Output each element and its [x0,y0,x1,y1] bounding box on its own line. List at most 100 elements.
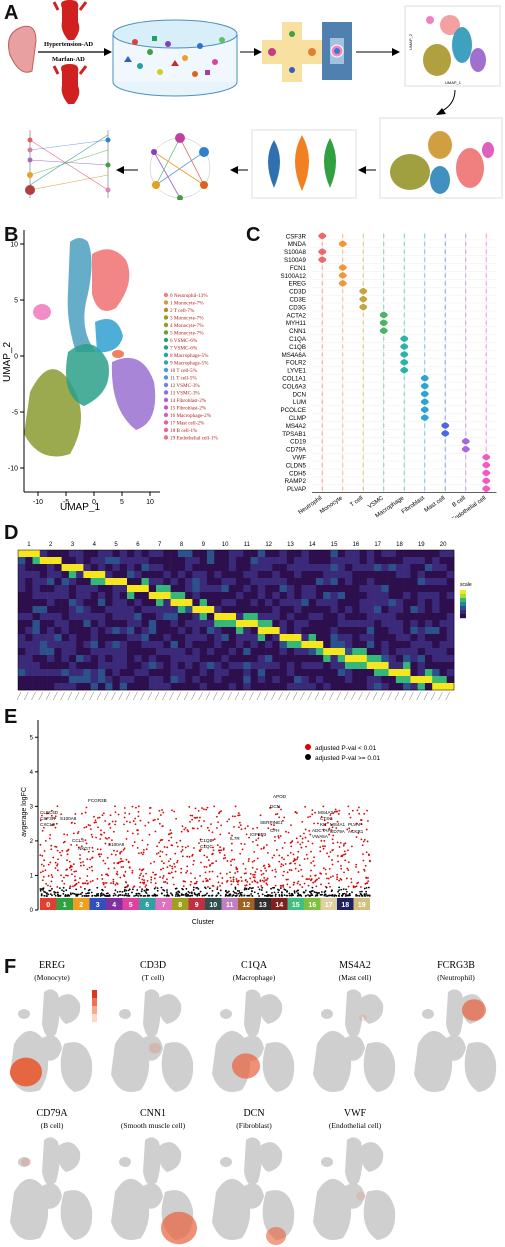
heatmap-cell [119,578,128,586]
heatmap-cell [199,669,208,677]
gene-point [243,888,246,891]
gene-point [181,849,184,851]
cluster-label: 15 [292,902,300,909]
heatmap-cell [105,613,113,621]
heatmap-cell [446,550,455,558]
gene-label: FCN1 [290,265,307,272]
feature-umap [313,989,396,1092]
gene-point [174,895,177,897]
heatmap-cell [446,606,455,614]
feature-blob [60,1042,93,1092]
gene-point [106,873,109,875]
gene-point [41,814,43,817]
gene-point [246,825,249,828]
gene-point [251,860,254,863]
gene-point [135,892,138,895]
heatmap-cell [214,564,222,572]
heatmap-cell [243,634,251,642]
gene-point [292,860,295,863]
heatmap-gene-tick [183,691,189,700]
gene-point [65,874,67,877]
heatmap-cell [68,683,77,691]
gene-point [290,845,293,848]
gene-point [82,864,85,867]
gene-point [190,892,193,895]
gene-point [44,840,47,842]
heatmap-cell [68,669,77,677]
gene-point [256,868,258,870]
heatmap-cell [25,648,33,656]
heatmap-cell [424,669,433,677]
feature-blob [119,1009,131,1019]
heatmap-cell [308,676,317,684]
heatmap-cell [294,606,302,614]
cluster-blob-neutrophil [92,249,130,311]
heatmap-cell [54,676,62,684]
violin-shape [485,422,487,429]
heatmap-col-label: 15 [331,542,338,548]
heatmap-cell [185,613,193,621]
heatmap-cell [345,578,353,586]
gene-point [125,886,128,888]
gene-point [41,830,44,832]
heatmap-cell [388,662,397,670]
gene-point [203,808,205,811]
violin-shape [485,390,487,398]
heatmap-cell [148,634,157,642]
gene-point [161,838,164,841]
gene-point [182,885,185,888]
heatmap-cell [228,606,237,614]
gene-point [138,877,141,879]
heatmap-cell [214,599,222,607]
violin-shape [362,311,364,319]
gene-point [166,882,169,885]
heatmap-cell [112,592,121,600]
gene-point [99,848,102,851]
gene-point [357,806,360,809]
gene-point [39,843,42,846]
gene-point [336,855,339,857]
heatmap-cell [112,655,121,663]
violin-shape [424,461,426,469]
violin-shape [362,343,364,350]
gene-point [68,887,71,890]
feature-blob [119,1157,131,1167]
heatmap-cell [366,592,375,600]
gene-point [122,874,125,877]
heatmap-cell [39,627,48,635]
violin-shape [465,287,467,295]
gene-point [219,889,222,892]
heatmap-cell [68,585,77,593]
gene-point [131,888,134,891]
gene-point [166,889,168,891]
gene-point [73,892,76,895]
y-tick-label: -5 [12,410,18,417]
heatmap-cell [417,585,426,593]
heatmap-cell [76,585,84,593]
heatmap-cell [97,557,106,565]
heatmap-cell [374,662,382,670]
heatmap-cell [127,627,135,635]
heatmap-cell [163,655,171,663]
gene-point [288,894,291,897]
gene-point [142,875,145,878]
violin-shape [444,374,446,382]
heatmap-cell [308,648,317,656]
gene-point [68,866,71,869]
heatmap-cell [446,557,455,565]
feature-blob [414,1030,453,1092]
gene-point [194,882,196,885]
feature-blob [158,1142,182,1172]
gene-point [320,891,323,893]
gene-point [159,855,161,858]
heatmap-cell [374,592,382,600]
heatmap-cell [417,648,426,656]
heatmap-cell [439,613,448,621]
heatmap-cell [134,683,142,691]
gene-label: S100A8 [284,249,307,256]
gene-point [211,853,214,856]
heatmap-cell [323,571,331,579]
heatmap-cell [337,669,346,677]
gene-point [104,842,107,845]
feature-blob [464,1042,497,1092]
